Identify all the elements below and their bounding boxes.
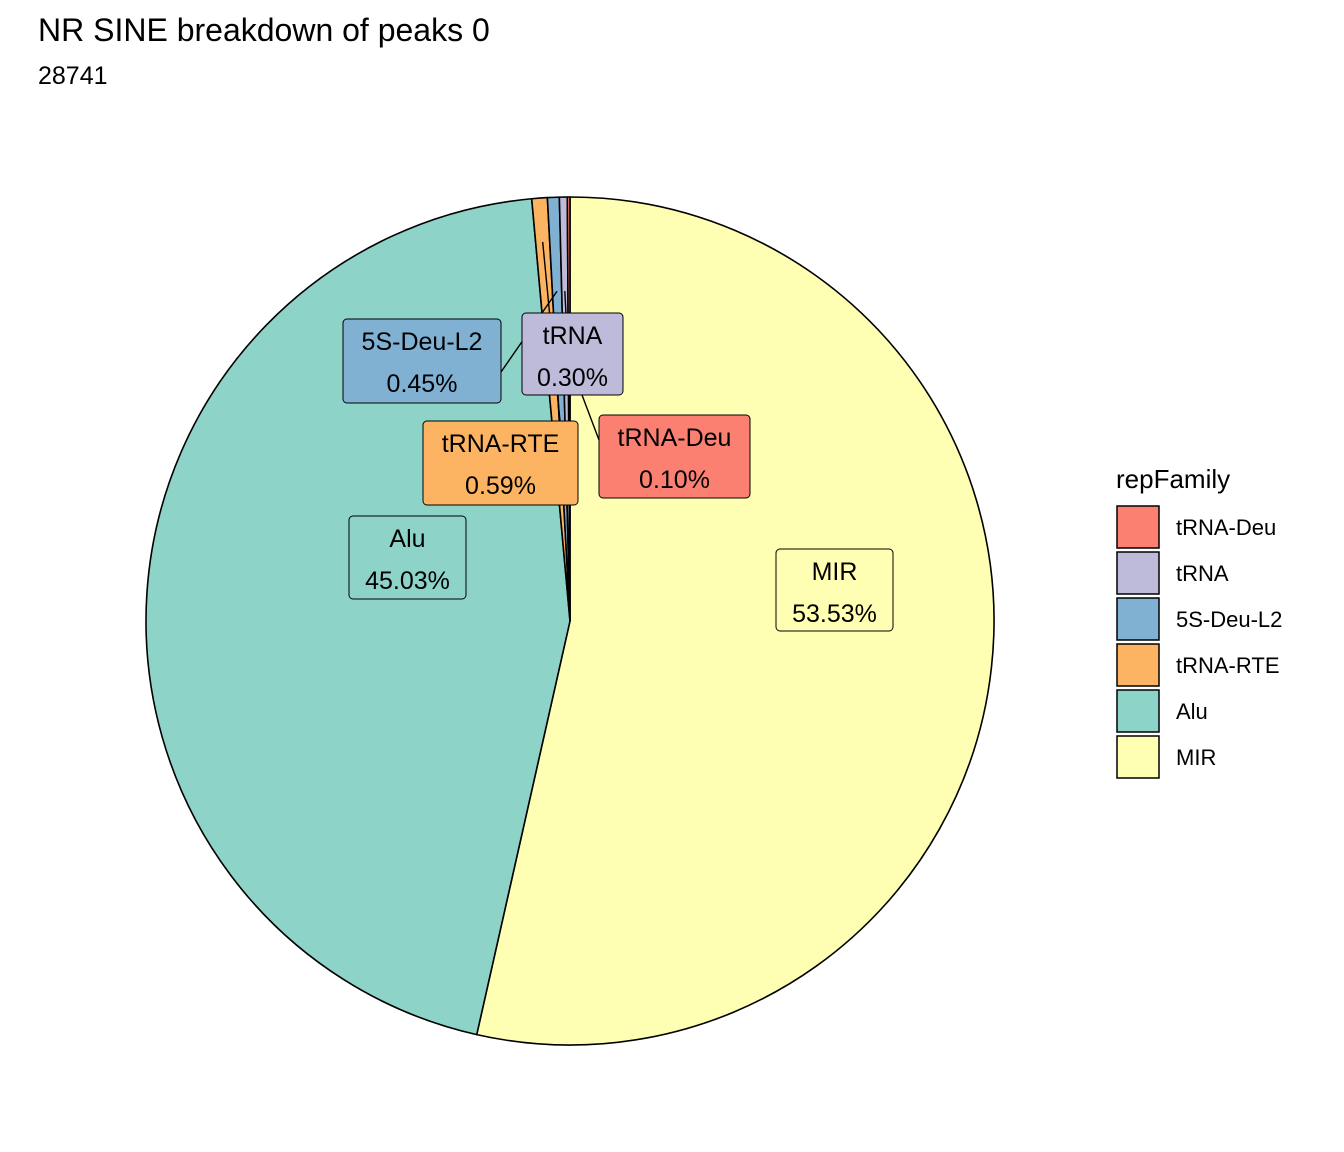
slice-label-box	[521, 312, 624, 396]
slice-label-name: tRNA	[543, 322, 603, 350]
legend-key	[1116, 689, 1160, 733]
legend-key	[1116, 735, 1160, 779]
legend-title: repFamily	[1116, 464, 1230, 494]
pie-slice-mir	[475, 196, 995, 1046]
legend-key	[1116, 551, 1160, 595]
slice-label-trna-rte: tRNA-RTE 0.59%	[422, 420, 579, 506]
slice-label-box	[775, 548, 894, 632]
slice-labels: MIR 53.53% Alu 45.03% tRNA-RTE 0.59% 5S-Deu-L2…	[342, 312, 894, 632]
slice-label-percent: 45.03%	[365, 567, 450, 595]
legend-item-alu: Alu	[1116, 689, 1208, 733]
legend-key	[1116, 643, 1160, 687]
legend-item-5s-deu-l2: 5S-Deu-L2	[1116, 597, 1282, 641]
legend-label: tRNA	[1176, 561, 1229, 586]
slice-label-box	[598, 414, 751, 499]
slice-label-name: MIR	[812, 558, 858, 586]
slice-label-box	[348, 515, 467, 600]
slice-label-trna: tRNA 0.30%	[521, 312, 624, 396]
slice-label-name: tRNA-RTE	[442, 430, 560, 458]
legend: tRNA-Deu tRNA 5S-Deu-L2 tRNA-RTE Alu MIR	[1116, 505, 1282, 779]
legend-label: Alu	[1176, 699, 1208, 724]
slice-label-box	[342, 318, 502, 404]
slice-label-trna-deu: tRNA-Deu 0.10%	[598, 414, 751, 499]
slice-label-percent: 0.45%	[387, 370, 458, 398]
legend-key	[1116, 597, 1160, 641]
legend-item-trna-deu: tRNA-Deu	[1116, 505, 1276, 549]
legend-item-mir: MIR	[1116, 735, 1216, 779]
slice-label-box	[422, 420, 579, 506]
legend-item-trna-rte: tRNA-RTE	[1116, 643, 1280, 687]
pie-slice-alu	[145, 197, 571, 1036]
slice-label-name: 5S-Deu-L2	[362, 328, 483, 356]
legend-key	[1116, 505, 1160, 549]
pie-slices	[145, 196, 995, 1046]
slice-label-mir: MIR 53.53%	[775, 548, 894, 632]
legend-item-trna: tRNA	[1116, 551, 1229, 595]
slice-label-percent: 0.10%	[639, 466, 710, 494]
chart-title: NR SINE breakdown of peaks 0	[38, 12, 490, 48]
slice-label-5s-deu-l2: 5S-Deu-L2 0.45%	[342, 318, 502, 404]
legend-label: tRNA-Deu	[1176, 515, 1276, 540]
slice-label-alu: Alu 45.03%	[348, 515, 467, 600]
slice-label-percent: 0.30%	[537, 364, 608, 392]
legend-label: MIR	[1176, 745, 1216, 770]
chart-subtitle: 28741	[38, 62, 108, 90]
slice-label-percent: 53.53%	[792, 600, 877, 628]
slice-label-percent: 0.59%	[465, 472, 536, 500]
slice-label-name: tRNA-Deu	[618, 424, 732, 452]
legend-label: tRNA-RTE	[1176, 653, 1280, 678]
pie-slice-trna-deu	[566, 196, 571, 622]
slice-label-name: Alu	[389, 525, 425, 553]
legend-label: 5S-Deu-L2	[1176, 607, 1282, 632]
